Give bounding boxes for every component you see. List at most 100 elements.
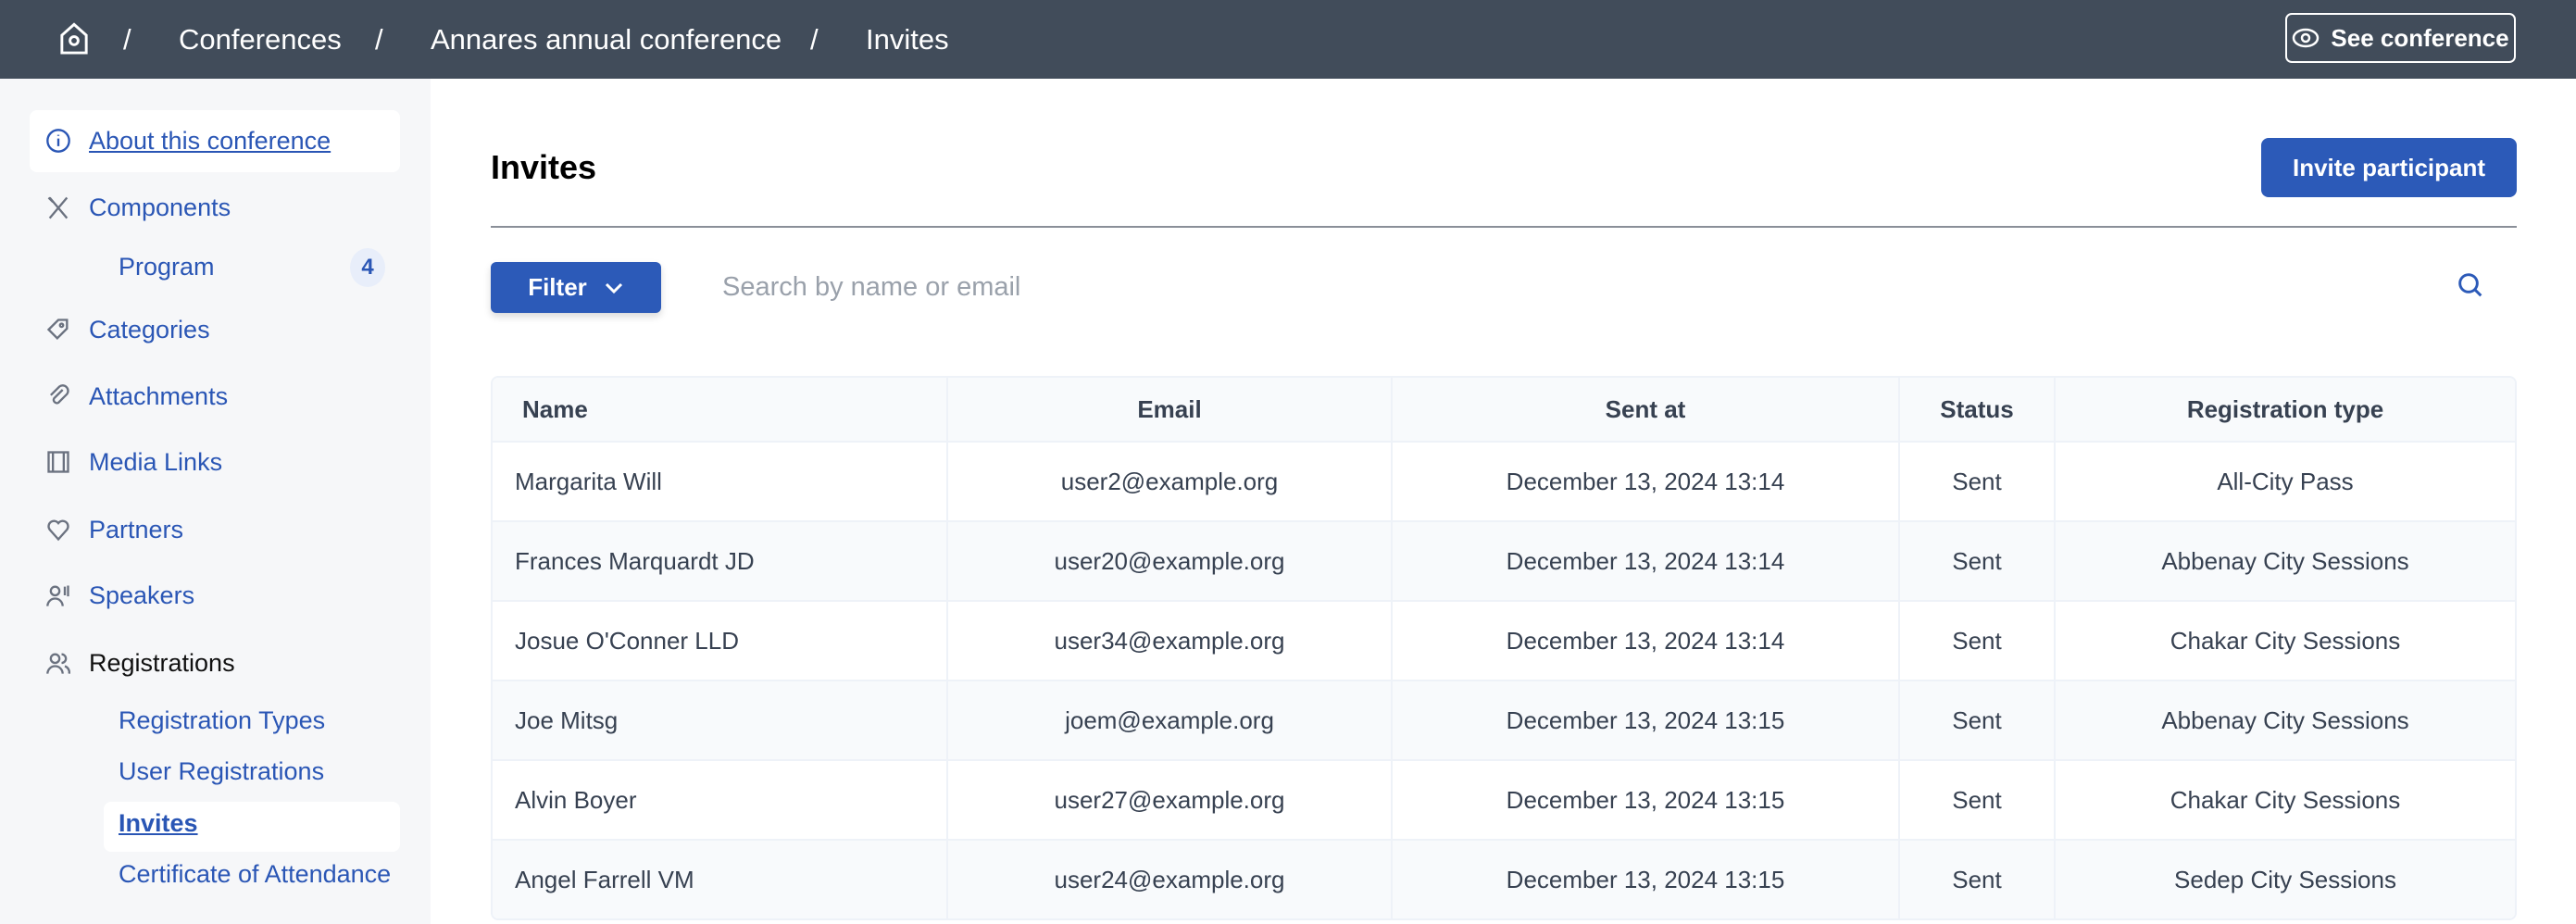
breadcrumb-separator: / (375, 23, 383, 56)
program-count-badge: 4 (350, 248, 385, 287)
table-row[interactable]: Margarita Will user2@example.org December … (493, 441, 2515, 520)
sidebar-item-speakers[interactable]: Speakers (43, 580, 194, 611)
sidebar-item-invites[interactable]: Invites (119, 809, 198, 838)
active-item-bg (104, 802, 400, 852)
header-sent-at: Sent at (1391, 378, 1898, 441)
cell-name: Joe Mitsg (515, 705, 619, 734)
sidebar-item-partners[interactable]: Partners (43, 514, 183, 545)
cell-name: Margarita Will (515, 467, 662, 495)
breadcrumb-conference[interactable]: Annares annual conference (431, 23, 782, 56)
tools-icon (43, 192, 74, 223)
table-header-row: Name Email Sent at Status Registration t… (493, 378, 2515, 441)
table-row[interactable]: Joe Mitsg joem@example.org December 13, 20… (493, 680, 2515, 759)
cell-registration-type: Sedep City Sessions (2054, 841, 2515, 918)
sidebar-item-components[interactable]: Components (43, 192, 231, 223)
table-row[interactable]: Angel Farrell VM user24@example.org Decemb… (493, 839, 2515, 918)
invite-participant-button[interactable]: Invite participant (2261, 138, 2517, 197)
active-item-bg (30, 110, 400, 172)
sidebar-item-certificate[interactable]: Certificate of Attendance (119, 860, 391, 889)
divider (491, 226, 2517, 228)
sidebar-item-label: Components (89, 193, 231, 221)
sidebar-item-label: Invites (119, 809, 198, 837)
breadcrumb-conferences[interactable]: Conferences (179, 23, 342, 56)
table-row[interactable]: Alvin Boyer user27@example.org December 13… (493, 759, 2515, 839)
cell-status: Sent (1898, 681, 2054, 759)
header-status: Status (1898, 378, 2054, 441)
chevron-down-icon (605, 282, 622, 293)
cell-status: Sent (1898, 602, 2054, 680)
cell-email: user27@example.org (946, 761, 1391, 839)
sidebar-item-label: Media Links (89, 447, 223, 476)
breadcrumb-separator: / (810, 23, 819, 56)
film-icon (43, 446, 74, 478)
cell-status: Sent (1898, 761, 2054, 839)
info-icon (43, 125, 74, 156)
paperclip-icon (43, 381, 74, 412)
breadcrumb-current: Invites (866, 23, 949, 56)
sidebar-item-label: Program (119, 253, 215, 281)
see-conference-label: See conference (2331, 23, 2509, 52)
cell-name: Josue O'Conner LLD (515, 626, 739, 655)
sidebar-item-registrations[interactable]: Registrations (43, 647, 235, 679)
search-input[interactable] (722, 262, 2435, 313)
header-registration-type: Registration type (2054, 378, 2515, 441)
cell-registration-type: Abbenay City Sessions (2054, 522, 2515, 600)
sidebar-item-registration-types[interactable]: Registration Types (119, 706, 325, 735)
tag-icon (43, 314, 74, 345)
sidebar-item-program[interactable]: Program (119, 253, 215, 281)
sidebar-item-about[interactable]: About this conference (43, 125, 331, 156)
invites-table: Name Email Sent at Status Registration t… (491, 376, 2517, 920)
eye-icon (2293, 28, 2320, 48)
cell-sent-at: December 13, 2024 13:15 (1391, 841, 1898, 918)
handshake-heart-icon (43, 514, 74, 545)
cell-registration-type: Chakar City Sessions (2054, 761, 2515, 839)
header-email: Email (946, 378, 1391, 441)
sidebar-item-attachments[interactable]: Attachments (43, 381, 228, 412)
cell-sent-at: December 13, 2024 13:14 (1391, 522, 1898, 600)
home-icon[interactable] (57, 20, 91, 60)
cell-status: Sent (1898, 522, 2054, 600)
sidebar-item-label: Registration Types (119, 706, 326, 734)
table-row[interactable]: Frances Marquardt JD user20@example.org De… (493, 520, 2515, 600)
sidebar-item-label: Speakers (89, 581, 195, 609)
cell-name: Frances Marquardt JD (515, 546, 755, 575)
sidebar-item-label: About this conference (89, 126, 331, 155)
sidebar-item-user-registrations[interactable]: User Registrations (119, 757, 324, 786)
filter-label: Filter (528, 273, 587, 301)
cell-email: user24@example.org (946, 841, 1391, 918)
sidebar-item-label: Registrations (89, 648, 235, 677)
sidebar-item-label: Certificate of Attendance (119, 860, 392, 888)
sidebar: About this conference Components Program… (0, 79, 431, 924)
cell-email: user34@example.org (946, 602, 1391, 680)
cell-name: Angel Farrell VM (515, 865, 694, 893)
cell-sent-at: December 13, 2024 13:15 (1391, 681, 1898, 759)
header-name: Name (522, 394, 588, 423)
sidebar-item-categories[interactable]: Categories (43, 314, 210, 345)
sidebar-item-label: Partners (89, 515, 184, 543)
filter-button[interactable]: Filter (491, 262, 661, 313)
top-bar: / Conferences / Annares annual conferenc… (0, 0, 2576, 79)
cell-registration-type: Chakar City Sessions (2054, 602, 2515, 680)
cell-registration-type: Abbenay City Sessions (2054, 681, 2515, 759)
speaker-icon (43, 580, 74, 611)
cell-name: Alvin Boyer (515, 785, 637, 814)
cell-email: user2@example.org (946, 443, 1391, 520)
cell-sent-at: December 13, 2024 13:15 (1391, 761, 1898, 839)
sidebar-item-label: Attachments (89, 381, 229, 410)
sidebar-item-label: Categories (89, 315, 210, 343)
page-title: Invites (491, 148, 597, 186)
see-conference-button[interactable]: See conference (2285, 13, 2516, 63)
sidebar-item-media-links[interactable]: Media Links (43, 446, 222, 478)
cell-sent-at: December 13, 2024 13:14 (1391, 443, 1898, 520)
cell-status: Sent (1898, 841, 2054, 918)
sidebar-item-label: User Registrations (119, 757, 325, 785)
cell-sent-at: December 13, 2024 13:14 (1391, 602, 1898, 680)
cell-registration-type: All-City Pass (2054, 443, 2515, 520)
table-row[interactable]: Josue O'Conner LLD user34@example.org Dece… (493, 600, 2515, 680)
search-icon[interactable] (2456, 270, 2485, 305)
cell-status: Sent (1898, 443, 2054, 520)
cell-email: user20@example.org (946, 522, 1391, 600)
breadcrumb-separator: / (123, 23, 131, 56)
cell-email: joem@example.org (946, 681, 1391, 759)
users-icon (43, 647, 74, 679)
